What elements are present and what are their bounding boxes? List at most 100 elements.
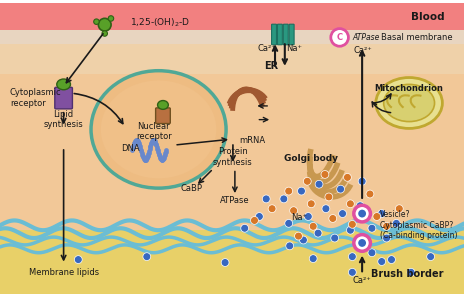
Point	[154, 146, 161, 151]
Text: Ca²⁺: Ca²⁺	[354, 46, 373, 55]
Point	[136, 144, 143, 148]
Point	[129, 146, 137, 151]
Text: ATPase: ATPase	[220, 196, 250, 205]
Circle shape	[309, 255, 317, 263]
Circle shape	[348, 220, 356, 228]
Point	[143, 156, 150, 161]
Circle shape	[94, 19, 99, 24]
Ellipse shape	[91, 71, 226, 188]
Point	[157, 157, 164, 161]
Circle shape	[395, 205, 403, 213]
Circle shape	[338, 210, 346, 217]
Point	[155, 153, 163, 158]
Point	[150, 138, 158, 143]
Point	[146, 143, 154, 148]
Point	[128, 148, 136, 152]
Point	[140, 157, 148, 162]
FancyBboxPatch shape	[272, 24, 276, 45]
Circle shape	[102, 31, 108, 36]
Point	[153, 143, 160, 148]
Text: Ca²⁺: Ca²⁺	[258, 44, 276, 53]
Circle shape	[99, 18, 111, 31]
Bar	[0, 3, 464, 30]
Point	[142, 157, 150, 161]
Circle shape	[298, 187, 305, 195]
Circle shape	[346, 226, 354, 234]
Point	[163, 148, 170, 152]
Circle shape	[356, 202, 364, 210]
Text: Vesicle?
Cytoplasmic CaBP?
(Ca-binding protein): Vesicle? Cytoplasmic CaBP? (Ca-binding p…	[380, 211, 457, 240]
Point	[141, 157, 148, 162]
Point	[139, 155, 147, 160]
Point	[137, 146, 144, 150]
Point	[134, 140, 142, 144]
Point	[137, 149, 145, 154]
Point	[134, 139, 141, 143]
Circle shape	[304, 213, 312, 220]
Bar	[0, 44, 464, 74]
Circle shape	[322, 205, 330, 213]
Text: Golgi body: Golgi body	[284, 154, 338, 163]
Circle shape	[358, 210, 366, 217]
Circle shape	[290, 207, 298, 214]
Point	[140, 156, 147, 161]
Circle shape	[329, 214, 337, 222]
Point	[153, 145, 161, 149]
Text: Ca²⁺: Ca²⁺	[353, 276, 372, 285]
Point	[149, 138, 156, 143]
Circle shape	[383, 222, 391, 230]
Circle shape	[268, 205, 276, 213]
Text: C: C	[337, 33, 343, 42]
Ellipse shape	[101, 80, 216, 178]
Circle shape	[344, 173, 351, 181]
Text: 1,25-(OH)$_2$-D: 1,25-(OH)$_2$-D	[130, 17, 190, 29]
Point	[139, 154, 146, 159]
Text: Brush border: Brush border	[371, 269, 443, 279]
Point	[158, 157, 165, 162]
Circle shape	[286, 242, 293, 250]
Circle shape	[354, 205, 371, 222]
Text: ER: ER	[264, 61, 278, 71]
Point	[160, 155, 168, 160]
Point	[146, 147, 153, 151]
Circle shape	[143, 253, 151, 260]
Point	[162, 149, 170, 154]
Point	[133, 138, 140, 143]
Circle shape	[108, 16, 114, 21]
Point	[148, 140, 155, 145]
Point	[152, 141, 160, 146]
Circle shape	[221, 259, 229, 266]
Circle shape	[378, 257, 386, 266]
Text: Nuclear
receptor: Nuclear receptor	[136, 122, 172, 141]
Point	[150, 138, 157, 143]
Point	[131, 140, 138, 145]
Text: Blood: Blood	[410, 12, 444, 22]
Circle shape	[368, 224, 376, 232]
Circle shape	[255, 213, 263, 220]
Circle shape	[251, 217, 258, 224]
Point	[149, 138, 157, 143]
Point	[145, 148, 153, 153]
Circle shape	[262, 195, 270, 203]
Point	[155, 151, 163, 156]
Point	[130, 143, 137, 147]
Circle shape	[314, 229, 322, 237]
Circle shape	[307, 200, 315, 208]
Text: CaBP: CaBP	[181, 184, 203, 193]
Circle shape	[354, 235, 371, 251]
Circle shape	[373, 213, 381, 220]
Ellipse shape	[57, 79, 71, 90]
Text: Basal membrane: Basal membrane	[381, 33, 452, 42]
Circle shape	[285, 187, 292, 195]
Circle shape	[74, 256, 82, 263]
Point	[159, 157, 167, 162]
Text: Na⁺: Na⁺	[287, 44, 302, 53]
Point	[144, 152, 152, 157]
Circle shape	[294, 232, 302, 240]
Text: Mitochondrion: Mitochondrion	[374, 84, 444, 93]
Point	[132, 138, 140, 143]
Point	[156, 154, 164, 159]
FancyBboxPatch shape	[289, 24, 294, 45]
Circle shape	[303, 177, 311, 185]
Circle shape	[331, 234, 338, 242]
